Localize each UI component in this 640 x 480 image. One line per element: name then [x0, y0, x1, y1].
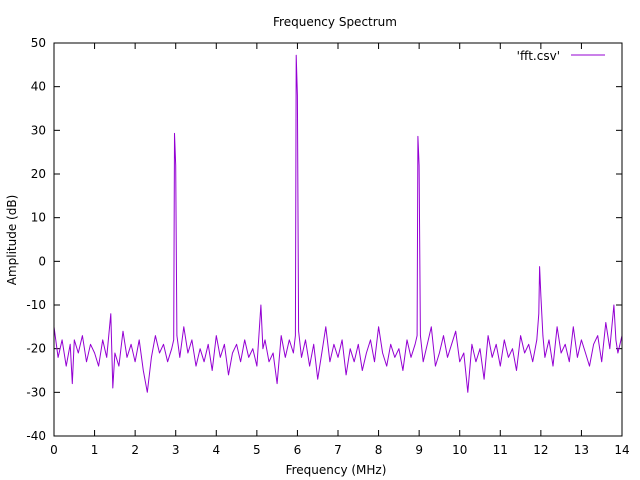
x-tick-label: 8	[375, 443, 383, 457]
x-tick-label: 14	[614, 443, 629, 457]
x-axis-label: Frequency (MHz)	[286, 463, 387, 477]
x-tick-label: 6	[294, 443, 302, 457]
data-series	[53, 54, 623, 393]
x-tick-label: 0	[50, 443, 58, 457]
y-tick-label: 50	[31, 36, 46, 50]
chart-title: Frequency Spectrum	[273, 15, 397, 29]
x-tick-label: 7	[334, 443, 342, 457]
y-tick-label: 10	[31, 211, 46, 225]
x-tick-label: 2	[131, 443, 139, 457]
y-tick-label: -30	[26, 385, 46, 399]
y-tick-label: -20	[26, 342, 46, 356]
x-tick-label: 11	[493, 443, 508, 457]
y-tick-label: 20	[31, 167, 46, 181]
legend: 'fft.csv'	[517, 49, 605, 63]
plot-background	[54, 43, 622, 436]
x-tick-label: 13	[574, 443, 589, 457]
y-tick-label: -10	[26, 298, 46, 312]
y-tick-label: 40	[31, 80, 46, 94]
series-line-fft	[53, 54, 623, 393]
y-tick-label: -40	[26, 429, 46, 443]
y-tick-label: 0	[38, 254, 46, 268]
x-tick-label: 1	[91, 443, 99, 457]
x-tick-label: 10	[452, 443, 467, 457]
axis-ticks: 0 1 2 3 4 5 6 7 8 9 10 11 12 13 14-40-30-20-1001020304…	[26, 36, 629, 457]
x-tick-label: 9	[415, 443, 423, 457]
x-tick-label: 12	[533, 443, 548, 457]
y-axis-label: Amplitude (dB)	[5, 195, 19, 286]
x-tick-label: 3	[172, 443, 180, 457]
y-tick-label: 30	[31, 123, 46, 137]
x-tick-label: 5	[253, 443, 261, 457]
legend-series-label: 'fft.csv'	[517, 49, 560, 63]
plot-frame	[53, 42, 623, 437]
x-tick-label: 4	[212, 443, 220, 457]
